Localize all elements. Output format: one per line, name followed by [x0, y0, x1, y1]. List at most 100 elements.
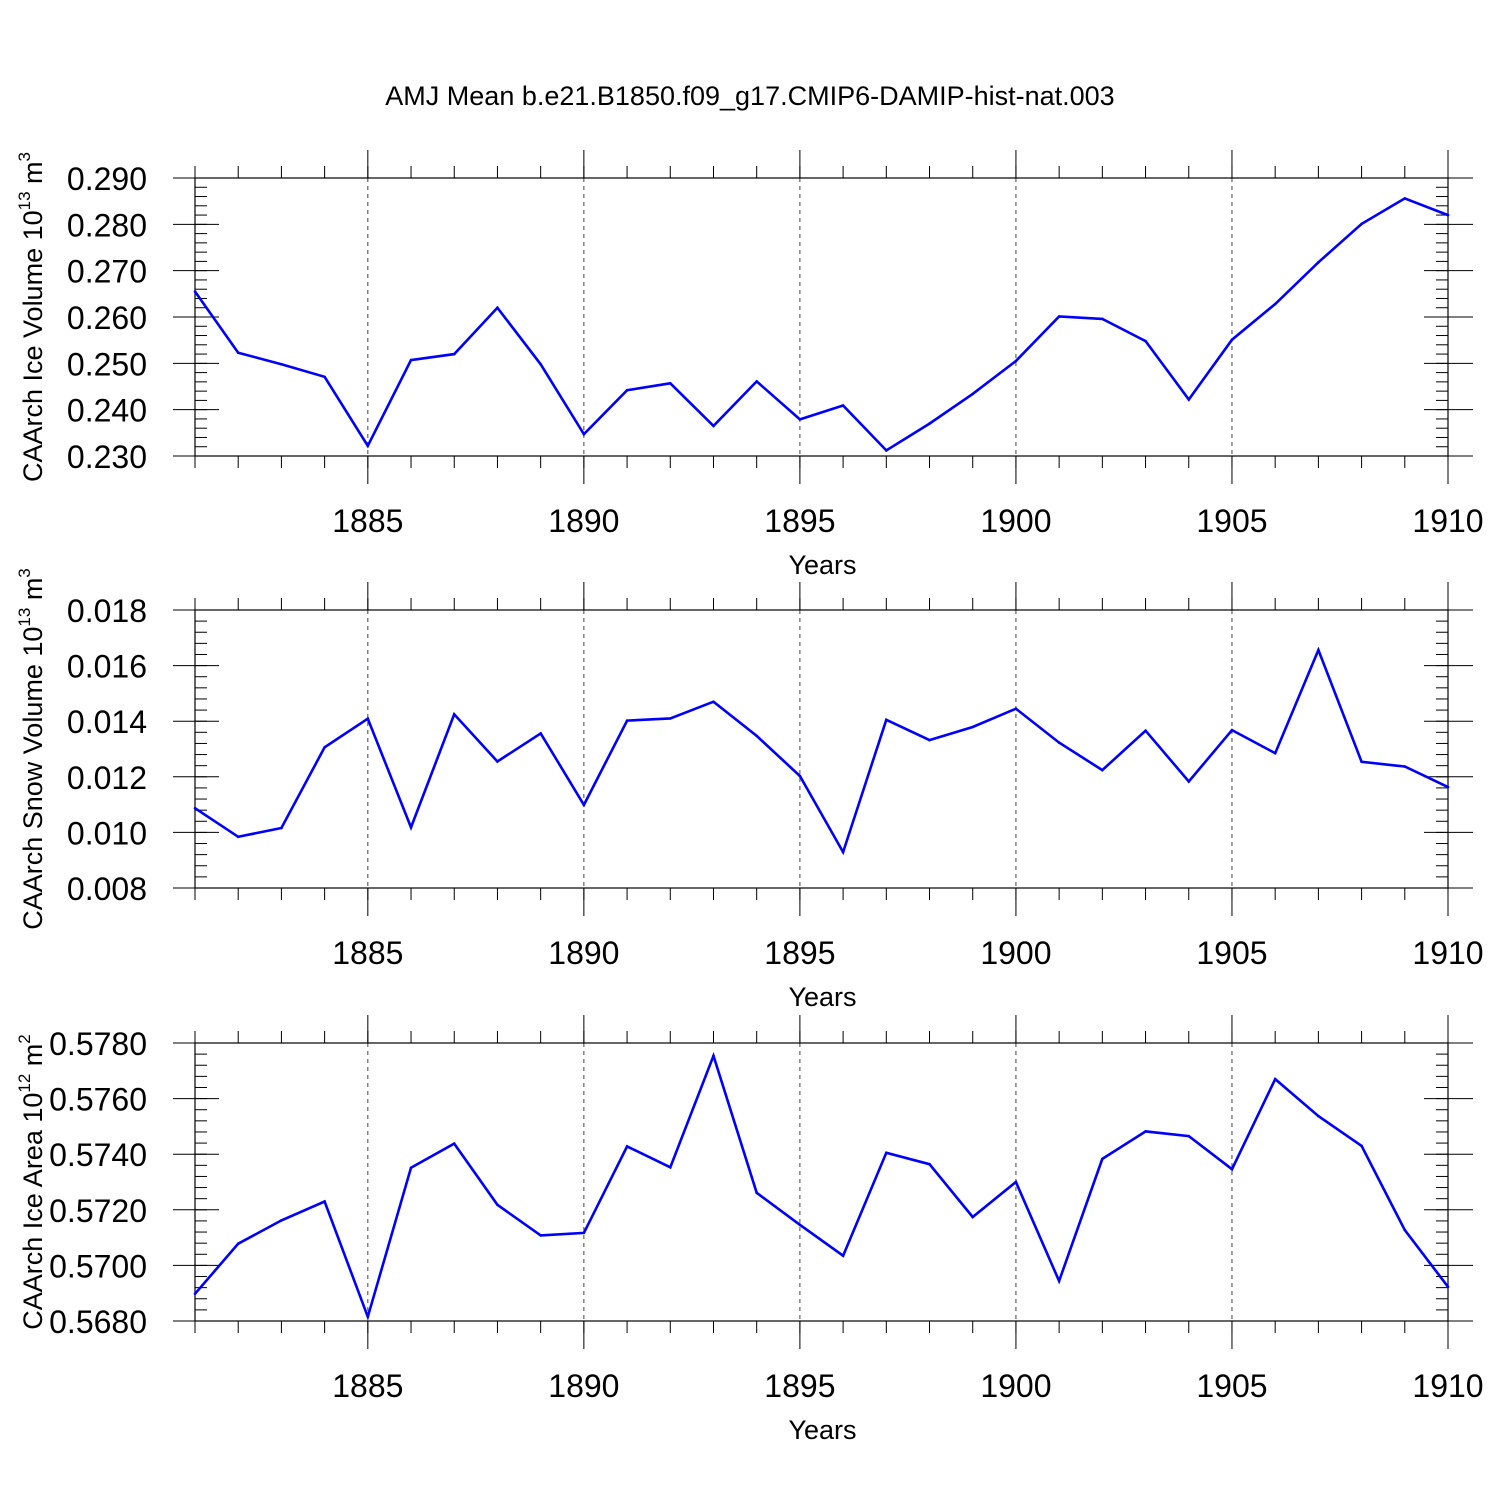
data-point — [1057, 315, 1061, 318]
data-point — [928, 738, 931, 742]
data-point — [1144, 1130, 1147, 1133]
data-point — [798, 418, 802, 421]
data-point — [1014, 1180, 1018, 1184]
data-point — [539, 362, 542, 366]
y-tick-label: 0.270 — [67, 254, 147, 290]
data-point — [625, 1145, 629, 1148]
data-point — [582, 803, 586, 807]
data-point — [625, 719, 629, 722]
x-tick-label: 1910 — [1412, 935, 1483, 971]
plot-frame — [194, 609, 1449, 889]
y-tick-label: 0.240 — [67, 393, 147, 429]
data-point — [1014, 359, 1018, 363]
x-axis-label: Years — [788, 550, 856, 580]
x-tick-label: 1895 — [764, 1368, 835, 1404]
data-point — [841, 850, 845, 854]
x-tick-label: 1890 — [548, 503, 619, 539]
y-tick-label: 0.5740 — [49, 1137, 147, 1173]
y-axis-label: CAArch Snow Volume 1013 m3 — [15, 568, 48, 930]
data-point — [323, 746, 326, 749]
data-point — [1273, 751, 1277, 755]
data-point — [1360, 1144, 1363, 1148]
x-tick-label: 1905 — [1196, 503, 1267, 539]
data-point — [1187, 398, 1191, 401]
data-point — [236, 835, 240, 839]
y-axis-label: CAArch Ice Volume 1013 m3 — [15, 152, 48, 482]
x-tick-label: 1900 — [980, 503, 1051, 539]
data-point — [280, 362, 283, 366]
data-point — [1446, 213, 1450, 217]
x-tick-label: 1890 — [548, 935, 619, 971]
data-point — [193, 806, 197, 810]
data-point — [1230, 338, 1234, 342]
data-point — [366, 444, 370, 448]
data-point — [1230, 728, 1234, 732]
data-point — [582, 432, 586, 436]
y-tick-label: 0.230 — [67, 439, 147, 475]
x-tick-label: 1890 — [548, 1368, 619, 1404]
x-tick-label: 1895 — [764, 935, 835, 971]
y-tick-label: 0.5780 — [49, 1026, 147, 1062]
data-point — [625, 388, 629, 392]
data-point — [539, 1234, 542, 1237]
data-point — [539, 732, 542, 735]
data-point — [1446, 1285, 1450, 1289]
data-point — [798, 774, 802, 778]
data-point — [928, 1162, 931, 1166]
data-point — [712, 700, 715, 704]
data-point — [885, 449, 888, 452]
data-point — [280, 1219, 283, 1222]
y-axis-label: CAArch Ice Area 1012 m2 — [15, 1034, 48, 1330]
data-point — [841, 1254, 845, 1257]
x-tick-label: 1900 — [980, 1368, 1051, 1404]
y-tick-label: 0.280 — [67, 207, 147, 243]
data-point — [193, 1292, 197, 1296]
data-point — [755, 380, 758, 383]
y-tick-label: 0.016 — [67, 649, 147, 685]
data-point — [712, 424, 715, 428]
data-point — [1144, 729, 1147, 732]
y-tick-label: 0.008 — [67, 871, 147, 907]
data-point — [928, 422, 931, 425]
data-point — [496, 306, 499, 310]
data-point — [1360, 222, 1363, 226]
data-point — [712, 1054, 715, 1058]
data-point — [236, 1242, 240, 1246]
data-point — [668, 1165, 672, 1169]
panel-ice-area: 0.5680 0.5700 0.5720 0.5740 0.5760 0.5780 1885… — [15, 1015, 1484, 1445]
y-tick-label: 0.5720 — [49, 1193, 147, 1229]
y-tick-label: 0.018 — [67, 593, 147, 629]
data-point — [798, 1223, 802, 1227]
data-point — [236, 351, 240, 354]
data-point — [1057, 1279, 1061, 1283]
chart-title: AMJ Mean b.e21.B1850.f09_g17.CMIP6-DAMIP… — [385, 81, 1114, 111]
x-axis-label: Years — [788, 1415, 856, 1445]
data-point — [971, 725, 975, 729]
data-point — [323, 375, 326, 379]
panels: 0.230 0.240 0.250 0.260 0.270 0.280 0.290 1885 1… — [15, 150, 1484, 1445]
data-point — [1317, 648, 1320, 652]
x-tick-label: 1905 — [1196, 935, 1267, 971]
data-point — [1317, 261, 1320, 264]
x-tick-label: 1885 — [332, 1368, 403, 1404]
plot-frame — [194, 1042, 1449, 1322]
plot-frame — [194, 177, 1449, 457]
data-point — [755, 734, 758, 738]
data-point — [280, 826, 283, 830]
data-point — [1057, 741, 1061, 744]
y-tick-label: 0.250 — [67, 346, 147, 382]
y-tick-label: 0.260 — [67, 300, 147, 336]
data-point — [452, 1142, 456, 1145]
data-point — [496, 760, 499, 763]
data-point — [1403, 197, 1407, 200]
y-tick-label: 0.014 — [67, 704, 147, 740]
data-point — [409, 358, 413, 362]
data-point — [1101, 768, 1104, 772]
data-point — [971, 1215, 975, 1219]
data-point — [409, 1166, 413, 1170]
data-point — [496, 1203, 499, 1207]
data-point — [1187, 780, 1191, 783]
x-tick-label: 1910 — [1412, 503, 1483, 539]
y-tick-label: 0.012 — [67, 760, 147, 796]
